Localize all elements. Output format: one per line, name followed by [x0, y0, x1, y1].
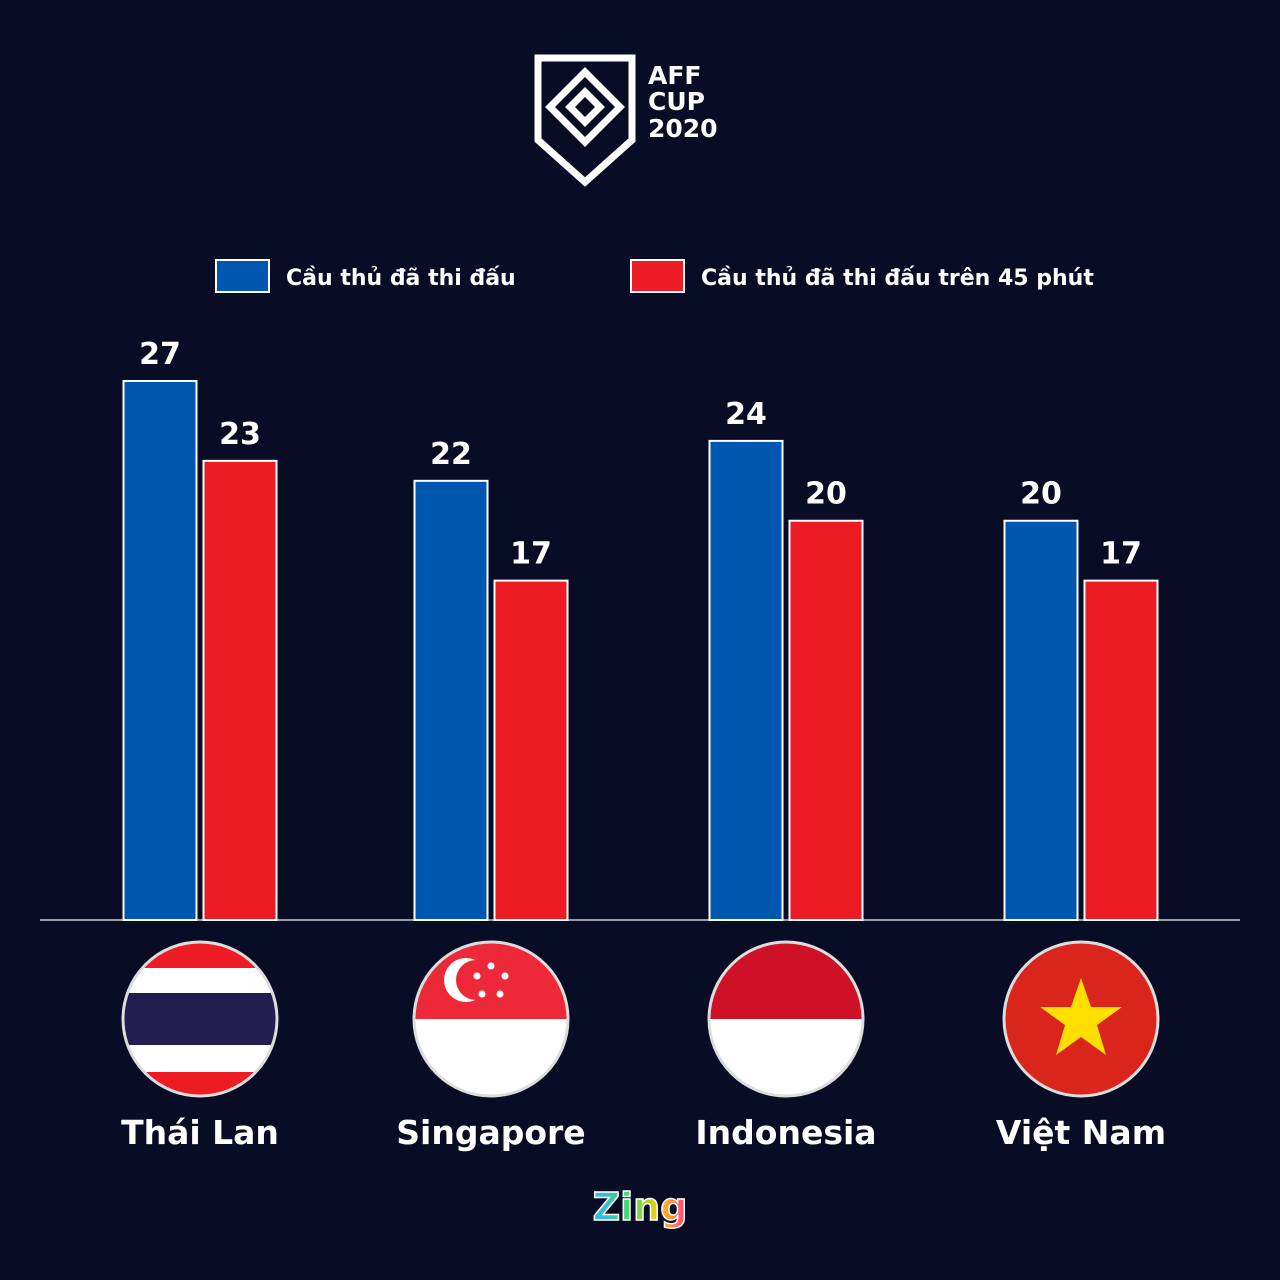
- bar: [413, 479, 489, 921]
- value-label: 22: [430, 437, 472, 472]
- bar: [788, 519, 864, 921]
- flag-ring: [121, 940, 279, 1098]
- logo-text: AFF: [648, 61, 702, 90]
- category-label: Singapore: [396, 1113, 585, 1152]
- bar: [708, 439, 784, 921]
- brand: Zing: [593, 1185, 688, 1229]
- legend-label: Cầu thủ đã thi đấu: [286, 266, 516, 291]
- legend-swatch: [630, 259, 685, 293]
- category-label: Indonesia: [695, 1113, 876, 1152]
- value-label: 24: [725, 397, 767, 432]
- flag-ring: [707, 940, 865, 1098]
- value-label: 27: [139, 337, 181, 372]
- logo-text: CUP: [648, 87, 705, 116]
- value-label: 17: [1100, 537, 1142, 572]
- flag-ring: [412, 940, 570, 1098]
- flag-thailand: [123, 942, 277, 1096]
- value-label: 20: [1020, 477, 1062, 512]
- bar: [493, 579, 569, 921]
- legend-label: Cầu thủ đã thi đấu trên 45 phút: [701, 266, 1094, 291]
- flag-ring: [1002, 940, 1160, 1098]
- bar: [202, 459, 278, 921]
- category-label: Thái Lan: [121, 1113, 279, 1152]
- bar: [1083, 579, 1159, 921]
- legend-swatch: [215, 259, 270, 293]
- value-label: 23: [219, 417, 261, 452]
- logo-text: 2020: [648, 114, 718, 143]
- bar: [1003, 519, 1079, 921]
- logo-emblem: [534, 54, 636, 187]
- category-label: Việt Nam: [996, 1113, 1166, 1152]
- value-label: 20: [805, 477, 847, 512]
- flag-vietnam: [1004, 942, 1158, 1096]
- bar: [122, 380, 198, 921]
- value-label: 17: [510, 537, 552, 572]
